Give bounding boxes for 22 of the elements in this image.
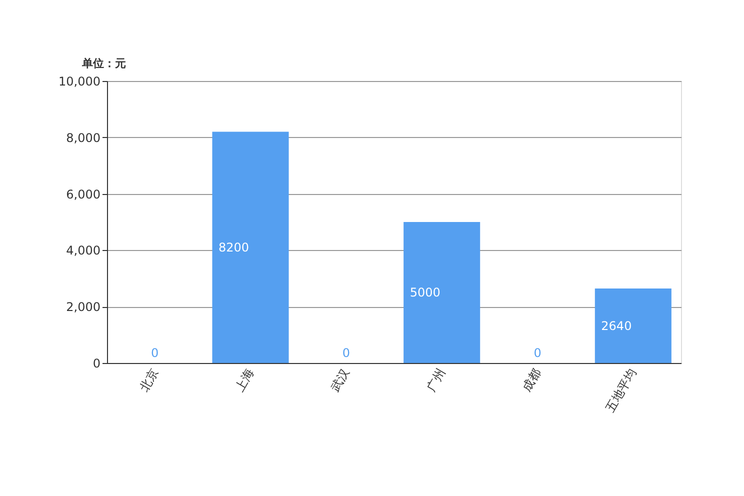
data-label: 2640 bbox=[601, 318, 632, 333]
data-label: 0 bbox=[151, 346, 159, 360]
x-tick-label: 广州 bbox=[424, 366, 448, 394]
bar bbox=[404, 222, 480, 363]
data-label: 0 bbox=[534, 346, 542, 360]
x-tick-label: 成都 bbox=[519, 366, 544, 394]
bar bbox=[212, 132, 289, 363]
y-tick-label: 0 bbox=[92, 356, 100, 370]
x-tick-label: 上海 bbox=[232, 366, 257, 394]
y-tick-label: 2,000 bbox=[66, 300, 100, 314]
x-tick-label: 武汉 bbox=[328, 366, 352, 394]
data-label: 8200 bbox=[218, 240, 250, 254]
x-tick-label: 北京 bbox=[136, 366, 161, 394]
bar bbox=[594, 288, 672, 363]
x-tick-label: 五地平均 bbox=[603, 366, 640, 415]
y-tick-label: 10,000 bbox=[58, 74, 100, 88]
y-tick-label: 8,000 bbox=[66, 130, 100, 145]
y-axis-title: 单位：元 bbox=[81, 57, 126, 70]
data-label: 0 bbox=[342, 346, 350, 360]
y-tick-label: 6,000 bbox=[66, 187, 100, 202]
y-tick-label: 4,000 bbox=[66, 244, 100, 258]
data-label: 5000 bbox=[410, 286, 440, 300]
